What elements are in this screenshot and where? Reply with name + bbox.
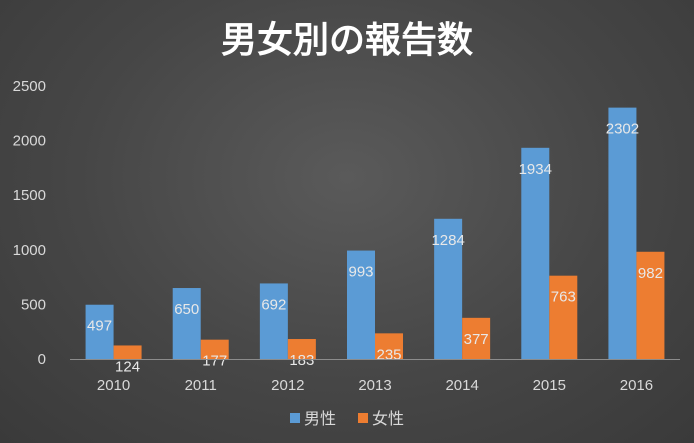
data-label: 235: [376, 346, 401, 363]
data-label: 1934: [519, 161, 552, 178]
data-label: 692: [261, 296, 286, 313]
data-label: 650: [174, 301, 199, 318]
x-tick-label: 2015: [533, 377, 566, 394]
data-labels: 497 124 650 177 692 183 993 235 1284 377 1934 763 23…: [87, 121, 663, 376]
data-label: 993: [348, 264, 373, 281]
x-tick-label: 2014: [445, 377, 478, 394]
bar-male: [172, 288, 201, 359]
x-axis: 2010 2011 2012 2013 2014 2015 2016: [70, 359, 680, 394]
data-label: 982: [638, 265, 663, 282]
data-label: 1284: [431, 232, 464, 249]
x-tick-label: 2011: [185, 377, 217, 394]
x-tick-label: 2016: [620, 377, 653, 394]
bar-female: [287, 339, 316, 359]
data-label: 497: [87, 318, 112, 335]
legend-swatch: [358, 413, 368, 423]
bars: [85, 107, 665, 359]
bar-male: [85, 304, 114, 359]
bar-male: [347, 250, 375, 359]
y-tick-label: 1500: [13, 187, 46, 204]
x-tick-label: 2013: [358, 377, 391, 394]
y-axis: 0 500 1000 1500 2000 2500: [13, 78, 46, 368]
y-tick-label: 1000: [13, 242, 46, 259]
legend: 男性 女性: [290, 409, 404, 428]
bar-male: [259, 283, 288, 359]
bar-female: [375, 333, 403, 359]
x-tick-label: 2012: [271, 377, 304, 394]
bar-female: [113, 345, 142, 359]
bar-male: [521, 147, 550, 359]
bar-female: [200, 339, 229, 359]
legend-label: 男性: [304, 409, 336, 428]
legend-male: 男性: [290, 409, 336, 428]
bar-male: [434, 218, 463, 359]
y-tick-label: 2000: [13, 133, 46, 150]
data-label: 183: [289, 352, 314, 369]
y-tick-label: 500: [21, 296, 46, 313]
data-label: 2302: [606, 121, 639, 138]
data-label: 177: [202, 353, 227, 370]
data-label: 763: [551, 289, 576, 306]
bar-male: [608, 107, 637, 359]
data-label: 377: [464, 331, 489, 348]
bar-female: [636, 251, 665, 359]
chart-title: 男女別の報告数: [221, 20, 473, 61]
x-tick-label: 2010: [97, 377, 130, 394]
bar-female: [549, 275, 578, 359]
legend-swatch: [290, 413, 300, 423]
legend-female: 女性: [358, 409, 404, 428]
data-label: 124: [115, 358, 140, 375]
legend-label: 女性: [372, 409, 404, 428]
y-tick-label: 2500: [13, 78, 46, 95]
bar-female: [462, 317, 491, 359]
y-tick-label: 0: [38, 351, 46, 368]
